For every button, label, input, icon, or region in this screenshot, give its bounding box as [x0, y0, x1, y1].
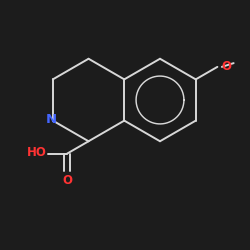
Text: HO: HO	[27, 146, 47, 159]
Text: O: O	[62, 174, 72, 187]
Text: O: O	[221, 60, 231, 74]
Text: N: N	[46, 113, 57, 126]
